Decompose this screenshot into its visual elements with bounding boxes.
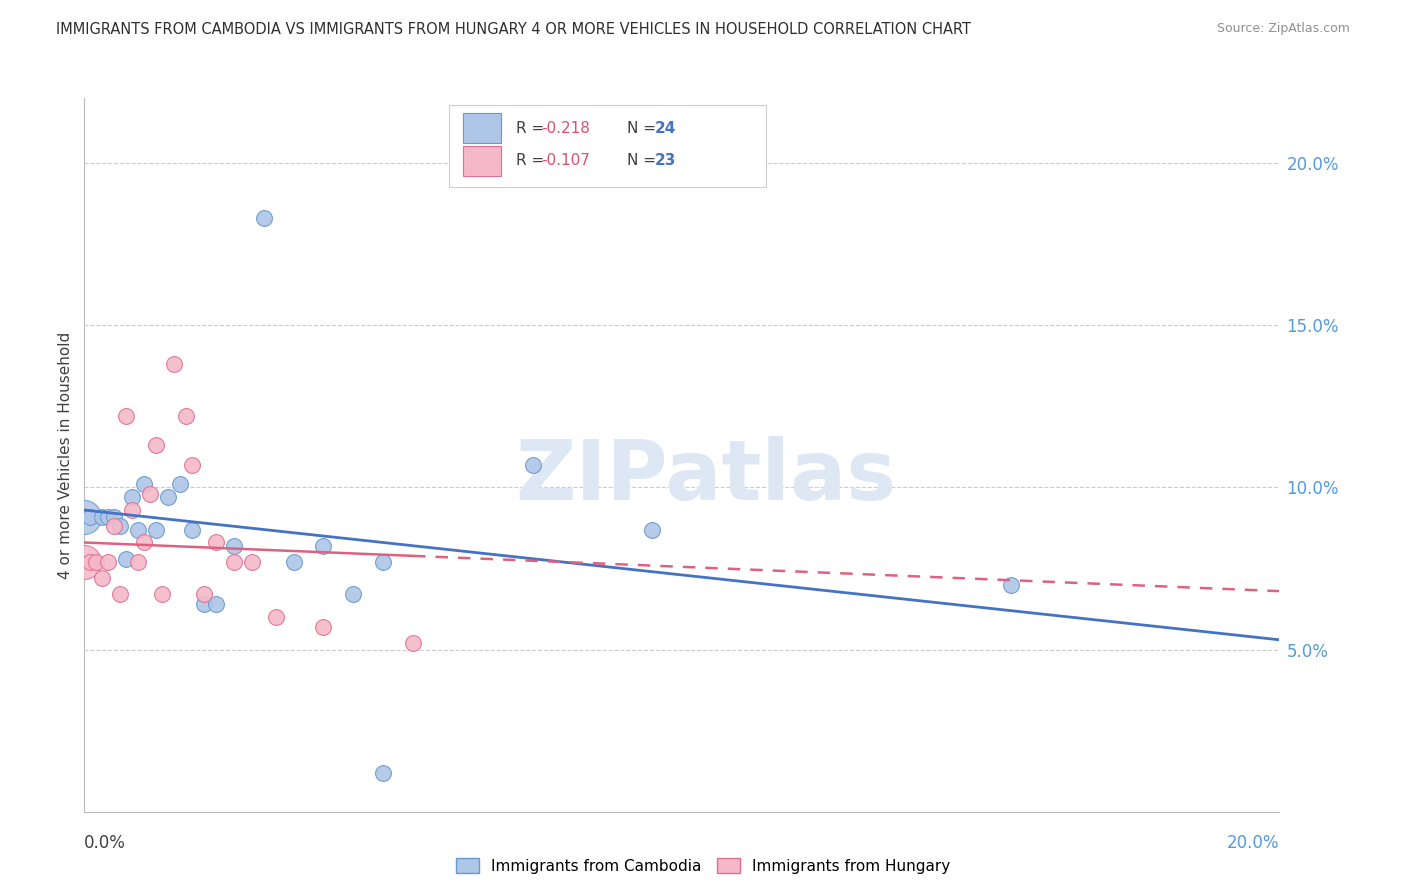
Text: N =: N = xyxy=(627,120,661,136)
Text: 23: 23 xyxy=(654,153,676,169)
Point xyxy=(97,555,120,569)
Point xyxy=(222,539,245,553)
Point xyxy=(1000,577,1022,591)
Legend: Immigrants from Cambodia, Immigrants from Hungary: Immigrants from Cambodia, Immigrants fro… xyxy=(450,852,956,880)
Point xyxy=(222,555,245,569)
Text: 24: 24 xyxy=(654,120,676,136)
Bar xyxy=(463,146,502,176)
Point xyxy=(103,509,125,524)
Point xyxy=(205,535,228,549)
Point xyxy=(312,539,335,553)
Point xyxy=(145,523,167,537)
Point xyxy=(127,523,149,537)
Text: 0.0%: 0.0% xyxy=(84,834,127,852)
Point xyxy=(110,519,132,533)
Point xyxy=(73,555,96,569)
Point xyxy=(371,555,394,569)
Text: IMMIGRANTS FROM CAMBODIA VS IMMIGRANTS FROM HUNGARY 4 OR MORE VEHICLES IN HOUSEH: IMMIGRANTS FROM CAMBODIA VS IMMIGRANTS F… xyxy=(56,22,972,37)
Point xyxy=(174,409,197,423)
Point xyxy=(342,587,364,601)
Point xyxy=(169,477,191,491)
Point xyxy=(86,555,108,569)
Text: Source: ZipAtlas.com: Source: ZipAtlas.com xyxy=(1216,22,1350,36)
Point xyxy=(132,477,156,491)
Point xyxy=(253,211,276,226)
Point xyxy=(193,597,215,611)
Point xyxy=(402,636,425,650)
Text: -0.107: -0.107 xyxy=(541,153,589,169)
Point xyxy=(157,490,180,504)
FancyBboxPatch shape xyxy=(449,105,765,187)
Text: 20.0%: 20.0% xyxy=(1227,834,1279,852)
Point xyxy=(150,587,173,601)
Point xyxy=(163,357,186,371)
Point xyxy=(91,509,114,524)
Text: R =: R = xyxy=(516,153,548,169)
Point xyxy=(79,509,101,524)
Bar xyxy=(463,113,502,143)
Text: ZIPatlas: ZIPatlas xyxy=(516,436,896,516)
Point xyxy=(97,509,120,524)
Point xyxy=(91,571,114,585)
Point xyxy=(180,523,204,537)
Point xyxy=(121,503,143,517)
Point xyxy=(180,458,204,472)
Point xyxy=(641,523,664,537)
Point xyxy=(205,597,228,611)
Point xyxy=(121,490,143,504)
Point xyxy=(73,509,96,524)
Text: R =: R = xyxy=(516,120,548,136)
Point xyxy=(132,535,156,549)
Text: N =: N = xyxy=(627,153,661,169)
Y-axis label: 4 or more Vehicles in Household: 4 or more Vehicles in Household xyxy=(58,331,73,579)
Point xyxy=(522,458,544,472)
Point xyxy=(283,555,305,569)
Point xyxy=(312,620,335,634)
Text: -0.218: -0.218 xyxy=(541,120,589,136)
Point xyxy=(110,587,132,601)
Point xyxy=(127,555,149,569)
Point xyxy=(79,555,101,569)
Point xyxy=(139,487,162,501)
Point xyxy=(193,587,215,601)
Point xyxy=(115,409,138,423)
Point xyxy=(103,519,125,533)
Point xyxy=(145,438,167,452)
Point xyxy=(264,610,287,624)
Point xyxy=(371,765,394,780)
Point xyxy=(240,555,263,569)
Point xyxy=(115,551,138,566)
